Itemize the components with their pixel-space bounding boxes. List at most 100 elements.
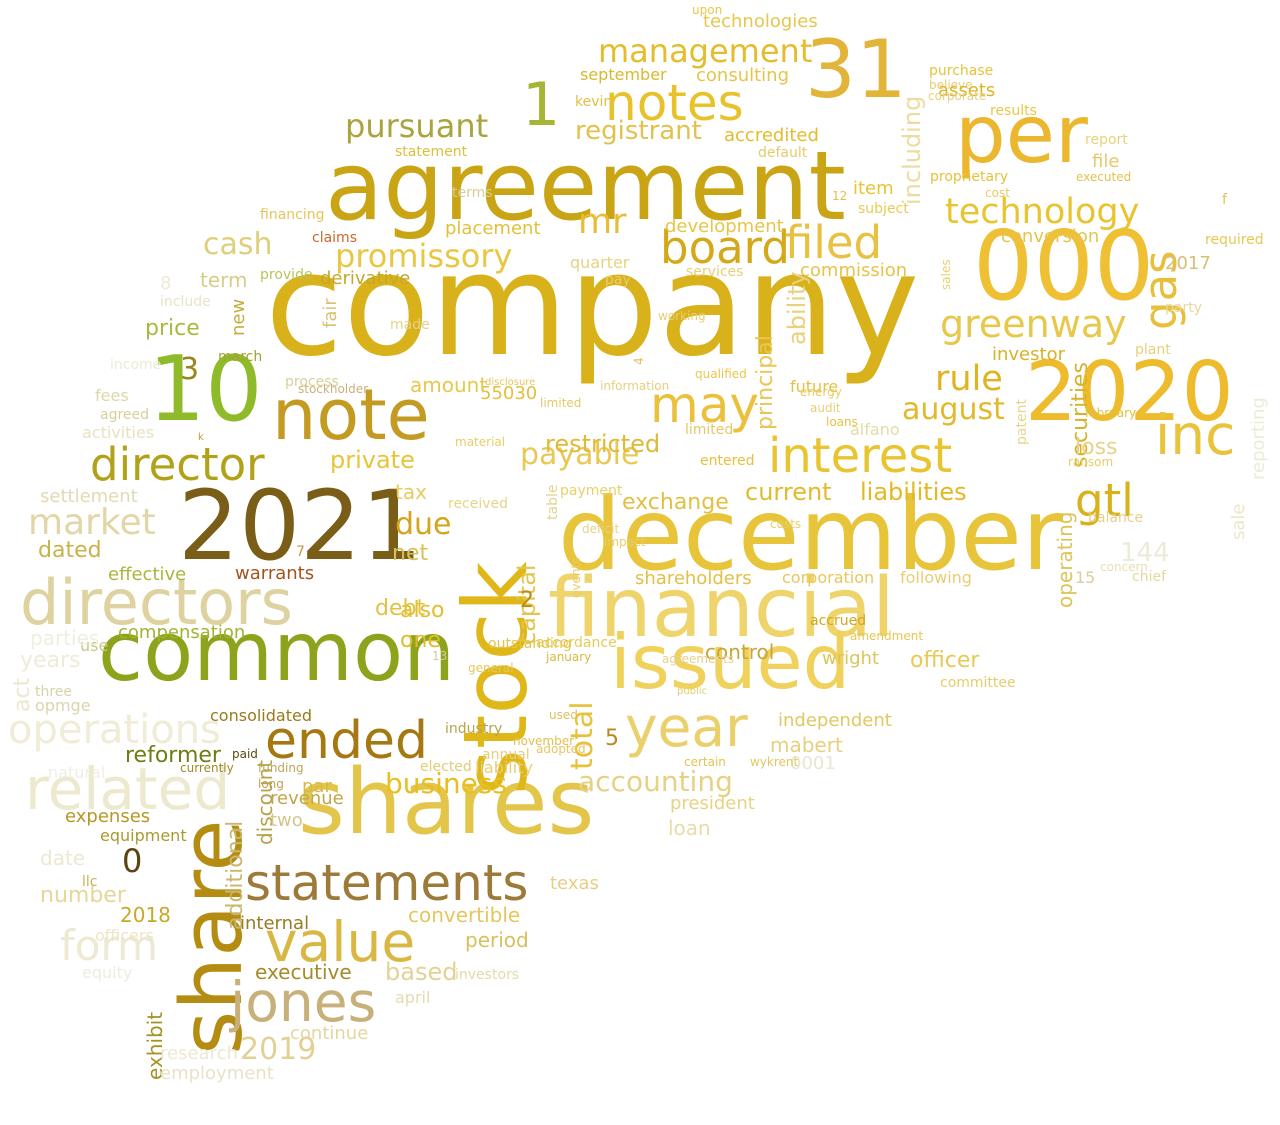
- word-consulting: consulting: [696, 65, 789, 86]
- word-president: president: [670, 793, 755, 814]
- word-loss: loss: [1075, 435, 1118, 460]
- word-deficit: deficit: [582, 522, 620, 536]
- word-process: process: [285, 374, 339, 390]
- word-tax: tax: [395, 480, 427, 504]
- word-party: party: [1165, 300, 1202, 316]
- word-accrued: accrued: [810, 613, 867, 629]
- word-annual: annual: [482, 747, 530, 763]
- word-financing: financing: [260, 207, 325, 223]
- word-april: april: [395, 988, 431, 1007]
- word-loans: loans: [826, 415, 858, 429]
- word-3: 3: [180, 352, 200, 387]
- word-upon: upon: [692, 3, 723, 17]
- word-accredited: accredited: [724, 125, 819, 146]
- word-consolidated: consolidated: [210, 706, 312, 725]
- word-funding: funding: [258, 761, 304, 775]
- word-executive: executive: [255, 960, 352, 984]
- word-loan: loan: [668, 816, 711, 840]
- word-registrant: registrant: [575, 116, 702, 146]
- word-cash: cash: [203, 227, 273, 262]
- word-4: 4: [632, 357, 646, 365]
- word-private: private: [330, 446, 415, 474]
- word-costs: costs: [770, 517, 802, 531]
- word-services: services: [686, 264, 744, 280]
- word-2019: 2019: [240, 1032, 317, 1067]
- word-chief: chief: [1132, 569, 1167, 585]
- word-limited: limited: [685, 422, 734, 438]
- word-investors: investors: [455, 967, 520, 983]
- word-officers: officers: [95, 926, 154, 945]
- word-provide: provide: [260, 267, 313, 283]
- word-derivative: derivative: [320, 268, 411, 289]
- word-research: research: [160, 1043, 238, 1064]
- word-act: act: [10, 677, 35, 712]
- word-pay: pay: [605, 272, 631, 288]
- word-8: 8: [160, 273, 172, 294]
- word-commission: commission: [800, 260, 908, 281]
- word-effective: effective: [108, 564, 187, 585]
- word-industry: industry: [445, 721, 503, 737]
- word-promissory: promissory: [335, 237, 513, 275]
- word-sale: sale: [1228, 503, 1249, 540]
- word-entered: entered: [700, 453, 755, 469]
- word-purchase: purchase: [929, 63, 994, 79]
- word-reporting: reporting: [1248, 397, 1269, 480]
- word-executed: executed: [1076, 170, 1132, 184]
- word-stockholder: stockholder: [298, 382, 369, 396]
- word-ability: ability: [783, 271, 811, 345]
- word-results: results: [990, 103, 1037, 119]
- word-corporate: corporate: [928, 89, 987, 103]
- word-kevin: kevin: [575, 94, 613, 110]
- word-value: value: [265, 910, 416, 974]
- word-accounting: accounting: [578, 765, 733, 798]
- word-wykrent: wykrent: [750, 755, 799, 769]
- word-one: one: [400, 628, 441, 653]
- word-quarter: quarter: [570, 253, 630, 272]
- word-15: 15: [1075, 568, 1096, 587]
- word-elected: elected: [420, 759, 472, 775]
- word-conversion: conversion: [1001, 226, 1100, 247]
- word-investor: investor: [992, 344, 1065, 365]
- word-required: required: [1205, 232, 1264, 248]
- word-public: public: [677, 686, 708, 697]
- word-also: also: [400, 598, 445, 623]
- word-balance: balance: [1088, 510, 1144, 526]
- word-general: general: [468, 661, 514, 675]
- word-form: form: [60, 921, 158, 970]
- word-income: income: [110, 357, 162, 373]
- word-parties: parties: [30, 626, 100, 650]
- word-continue: continue: [290, 1023, 369, 1044]
- word-years: years: [20, 648, 81, 673]
- word-exchange: exchange: [622, 490, 729, 515]
- word-two: two: [270, 810, 303, 831]
- word-agreements: agreements: [662, 652, 735, 666]
- word-net: net: [392, 541, 429, 566]
- word-expenses: expenses: [65, 806, 151, 827]
- word-file: file: [1092, 151, 1120, 172]
- word-terms: terms: [452, 185, 493, 201]
- word-business: business: [385, 767, 508, 800]
- word-paid: paid: [232, 747, 258, 761]
- word-patent: patent: [1014, 399, 1030, 445]
- word-2: 2: [520, 588, 534, 613]
- word-report: report: [1085, 132, 1128, 148]
- word-cost: cost: [985, 186, 1010, 200]
- word-use: use: [80, 636, 109, 655]
- word-number: number: [40, 883, 126, 908]
- word-shareholders: shareholders: [635, 568, 752, 589]
- word-rule: rule: [935, 359, 1003, 399]
- word-long: long: [258, 777, 284, 791]
- word-ended: ended: [265, 711, 428, 771]
- word-limited2: limited: [540, 396, 582, 410]
- word-information: information: [600, 379, 670, 393]
- word-certain: certain: [684, 755, 726, 769]
- word-financial: financial: [548, 561, 895, 656]
- word-based: based: [385, 958, 458, 986]
- word-note: note: [272, 374, 430, 456]
- word-2020: 2020: [1025, 345, 1234, 440]
- word-working: working: [658, 309, 706, 323]
- word-interest: interest: [768, 428, 953, 484]
- word-year: year: [625, 695, 748, 759]
- word-officer: officer: [910, 648, 980, 673]
- word-equity: equity: [82, 963, 133, 982]
